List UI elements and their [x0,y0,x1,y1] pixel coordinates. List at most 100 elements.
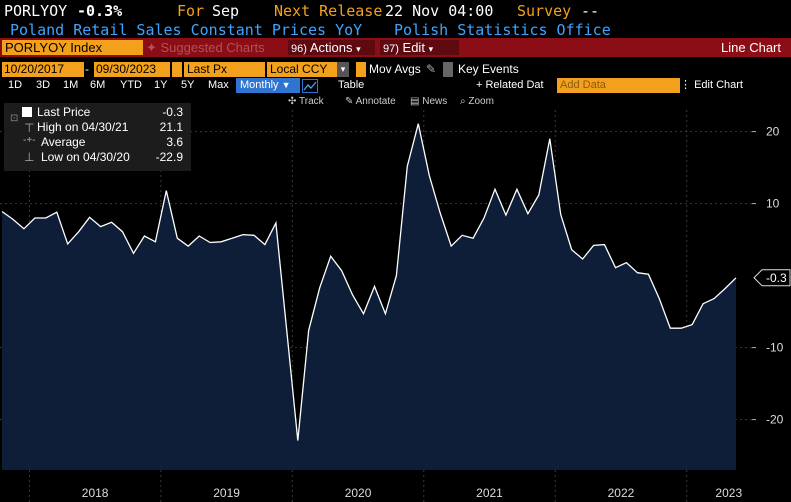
table-button[interactable]: Table [338,79,365,91]
related-data-button[interactable]: + Related Dat [476,79,544,91]
zoom-label: Zoom [468,96,494,107]
last-value-label: -0.3 [766,271,787,285]
last-price-swatch [22,107,32,117]
track-label: Track [299,96,324,107]
legend-high-value: 21.1 [159,120,183,134]
series-area [2,123,736,470]
x-tick-label: 2020 [345,486,372,500]
legend-low-value: -22.9 [155,150,183,164]
actions-number: 96) [291,43,307,55]
y-tick-label: -20 [766,413,784,427]
next-release-value: 22 Nov 04:00 [385,2,494,20]
chart-controls: 10/20/2017 - 09/30/2023 Last Px Local CC… [0,61,791,78]
expand-icon[interactable]: ⊡ [10,113,19,124]
range-button-3d[interactable]: 3D [36,79,51,91]
edit-menu[interactable]: 97) Edit ▾ [380,40,459,55]
legend: Last Price -0.3 ⊡ ⊤ High on 04/30/21 21.… [4,103,191,171]
last-value: -0.3% [77,2,123,20]
legend-high-label: High on 04/30/21 [37,120,129,134]
low-marker-icon: ⊥ [24,150,35,164]
suggested-charts-icon: ✦ [146,40,161,55]
edit-label: Edit [402,40,425,55]
range-button-1y[interactable]: 1Y [154,79,168,91]
news-tool[interactable]: ▤ News [410,94,447,109]
add-data-input[interactable]: Add Data [557,78,680,93]
chevron-down-icon[interactable]: ▾ [337,62,349,77]
main-toolbar: PORLYOY Index ✦ Suggested Charts 96) Act… [0,38,791,57]
line-chart-icon[interactable] [302,79,318,93]
zoom-icon: ⌕ [460,96,466,107]
date-separator: - [85,62,89,76]
ticker: PORLYOY [4,2,68,20]
high-marker-icon: ⊤ [24,121,35,135]
end-date-input[interactable]: 09/30/2023 [94,62,170,77]
survey-value: -- [581,2,600,20]
security-field[interactable]: PORLYOY Index [2,40,143,55]
suggested-charts-button[interactable]: ✦ Suggested Charts [146,40,265,55]
for-label: For [177,2,205,20]
news-label: News [422,96,448,107]
source: Polish Statistics Office [394,21,611,39]
key-events-label: Key Events [458,62,519,76]
next-release-label: Next Release [274,2,383,20]
x-tick-label: 2021 [476,486,503,500]
news-icon: ▤ [410,96,420,107]
price-field-select[interactable]: Last Px [184,62,265,77]
settings-icon: ⋮ [680,79,691,91]
average-marker-icon: -+- [23,135,36,146]
range-button-1m[interactable]: 1M [63,79,79,91]
mov-avgs-checkbox[interactable] [356,62,366,77]
actions-label: Actions [309,40,353,55]
legend-last-price-value: -0.3 [162,105,183,119]
range-button-max[interactable]: Max [208,79,229,91]
mov-avgs-label: Mov Avgs [369,62,421,76]
range-button-6m[interactable]: 6M [90,79,106,91]
legend-average-label: Average [41,135,86,149]
zoom-tool[interactable]: ⌕ Zoom [460,94,494,109]
y-tick-label: -10 [766,341,784,355]
x-tick-label: 2018 [82,486,109,500]
for-period: Sep [212,2,240,20]
x-tick-label: 2019 [213,486,240,500]
frequency-label: Monthly [240,79,279,91]
frequency-select[interactable]: Monthly ▼ [236,78,300,93]
x-tick-label: 2023 [715,486,742,500]
legend-average-value: 3.6 [166,135,183,149]
range-button-ytd[interactable]: YTD [120,79,142,91]
annotate-label: Annotate [355,96,396,107]
range-button-1d[interactable]: 1D [8,79,23,91]
key-events-checkbox[interactable] [443,62,453,77]
last-value-flag [753,269,791,287]
security-description: Poland Retail Sales Constant Prices YoY … [0,20,791,39]
axis-layer: 20 10 -10 -20 -0.3 2018 2019 2020 2021 2022 2023 [82,125,791,500]
start-date-input[interactable]: 10/20/2017 [2,62,84,77]
edit-chart-label: Edit Chart [694,79,743,91]
legend-last-price-label: Last Price [37,105,91,119]
range-button-5y[interactable]: 5Y [181,79,195,91]
legend-low-label: Low on 04/30/20 [41,150,130,164]
chart-tools: ✣ Track ✎ Annotate ▤ News ⌕ Zoom [0,94,791,108]
x-tick-label: 2022 [608,486,635,500]
security-header: PORLYOY -0.3% For Sep Next Release 22 No… [0,0,791,20]
chevron-down-icon: ▾ [428,44,434,54]
range-toolbar: 1D 3D 1M 6M YTD 1Y 5Y Max Monthly ▼ Table + Rel… [0,78,791,93]
chevron-down-icon: ▼ [281,80,291,90]
pencil-icon[interactable]: ✎ [426,62,437,76]
currency-select[interactable]: Local CCY [267,62,338,77]
crosshair-icon: ✣ [288,96,297,107]
chevron-down-icon: ▾ [356,44,361,54]
edit-chart-button[interactable]: ⋮ Edit Chart [680,78,743,93]
track-tool[interactable]: ✣ Track [288,94,324,109]
chart-type-title: Line Chart [721,40,781,55]
edit-number: 97) [383,43,399,55]
y-tick-label: 10 [766,197,780,211]
calendar-icon[interactable] [172,62,182,77]
suggested-charts-label: Suggested Charts [160,40,265,55]
actions-menu[interactable]: 96) Actions ▾ [288,40,375,55]
y-tick-label: 20 [766,125,780,139]
series-line [1,123,737,441]
annotate-tool[interactable]: ✎ Annotate [345,94,396,109]
pencil-icon: ✎ [345,96,354,107]
description: Poland Retail Sales Constant Prices YoY [10,21,363,39]
survey-label: Survey [517,2,572,20]
